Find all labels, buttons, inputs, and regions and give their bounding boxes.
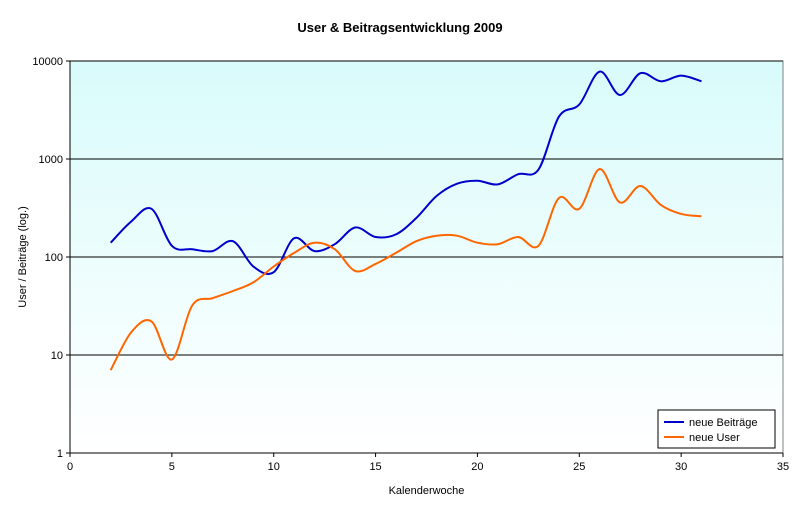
- series-lines: [109, 70, 702, 371]
- x-axis-ticks: 0 5 10 15 20 25 30 35: [67, 453, 789, 473]
- y-axis-title: User / Beiträge (log.): [17, 206, 29, 307]
- x-axis-title: Kalenderwoche: [389, 485, 465, 497]
- y-tick-label: 10000: [32, 56, 63, 68]
- x-tick-label: 25: [573, 461, 585, 473]
- legend: neue Beiträge neue User: [657, 409, 776, 449]
- legend-label-neue-beitraege: neue Beiträge: [689, 417, 758, 429]
- x-tick-label: 15: [369, 461, 381, 473]
- x-tick-label: 35: [777, 461, 789, 473]
- y-tick-label: 100: [45, 252, 63, 264]
- y-axis-ticks: 1 10 100 1000 10000: [32, 56, 70, 460]
- series-line-neue-user: [109, 168, 702, 371]
- x-tick-label: 10: [268, 461, 280, 473]
- x-tick-label: 0: [67, 461, 73, 473]
- legend-label-neue-user: neue User: [689, 432, 740, 444]
- chart-title: User & Beitragsentwicklung 2009: [297, 20, 502, 35]
- x-tick-label: 5: [169, 461, 175, 473]
- y-tick-label: 1: [57, 448, 63, 460]
- y-tick-label: 1000: [39, 154, 63, 166]
- x-tick-label: 30: [675, 461, 687, 473]
- y-tick-label: 10: [51, 350, 63, 362]
- series-line-neue-beitraege: [109, 70, 702, 276]
- x-tick-label: 20: [471, 461, 483, 473]
- legend-box: [657, 409, 776, 449]
- gridlines: [70, 60, 783, 356]
